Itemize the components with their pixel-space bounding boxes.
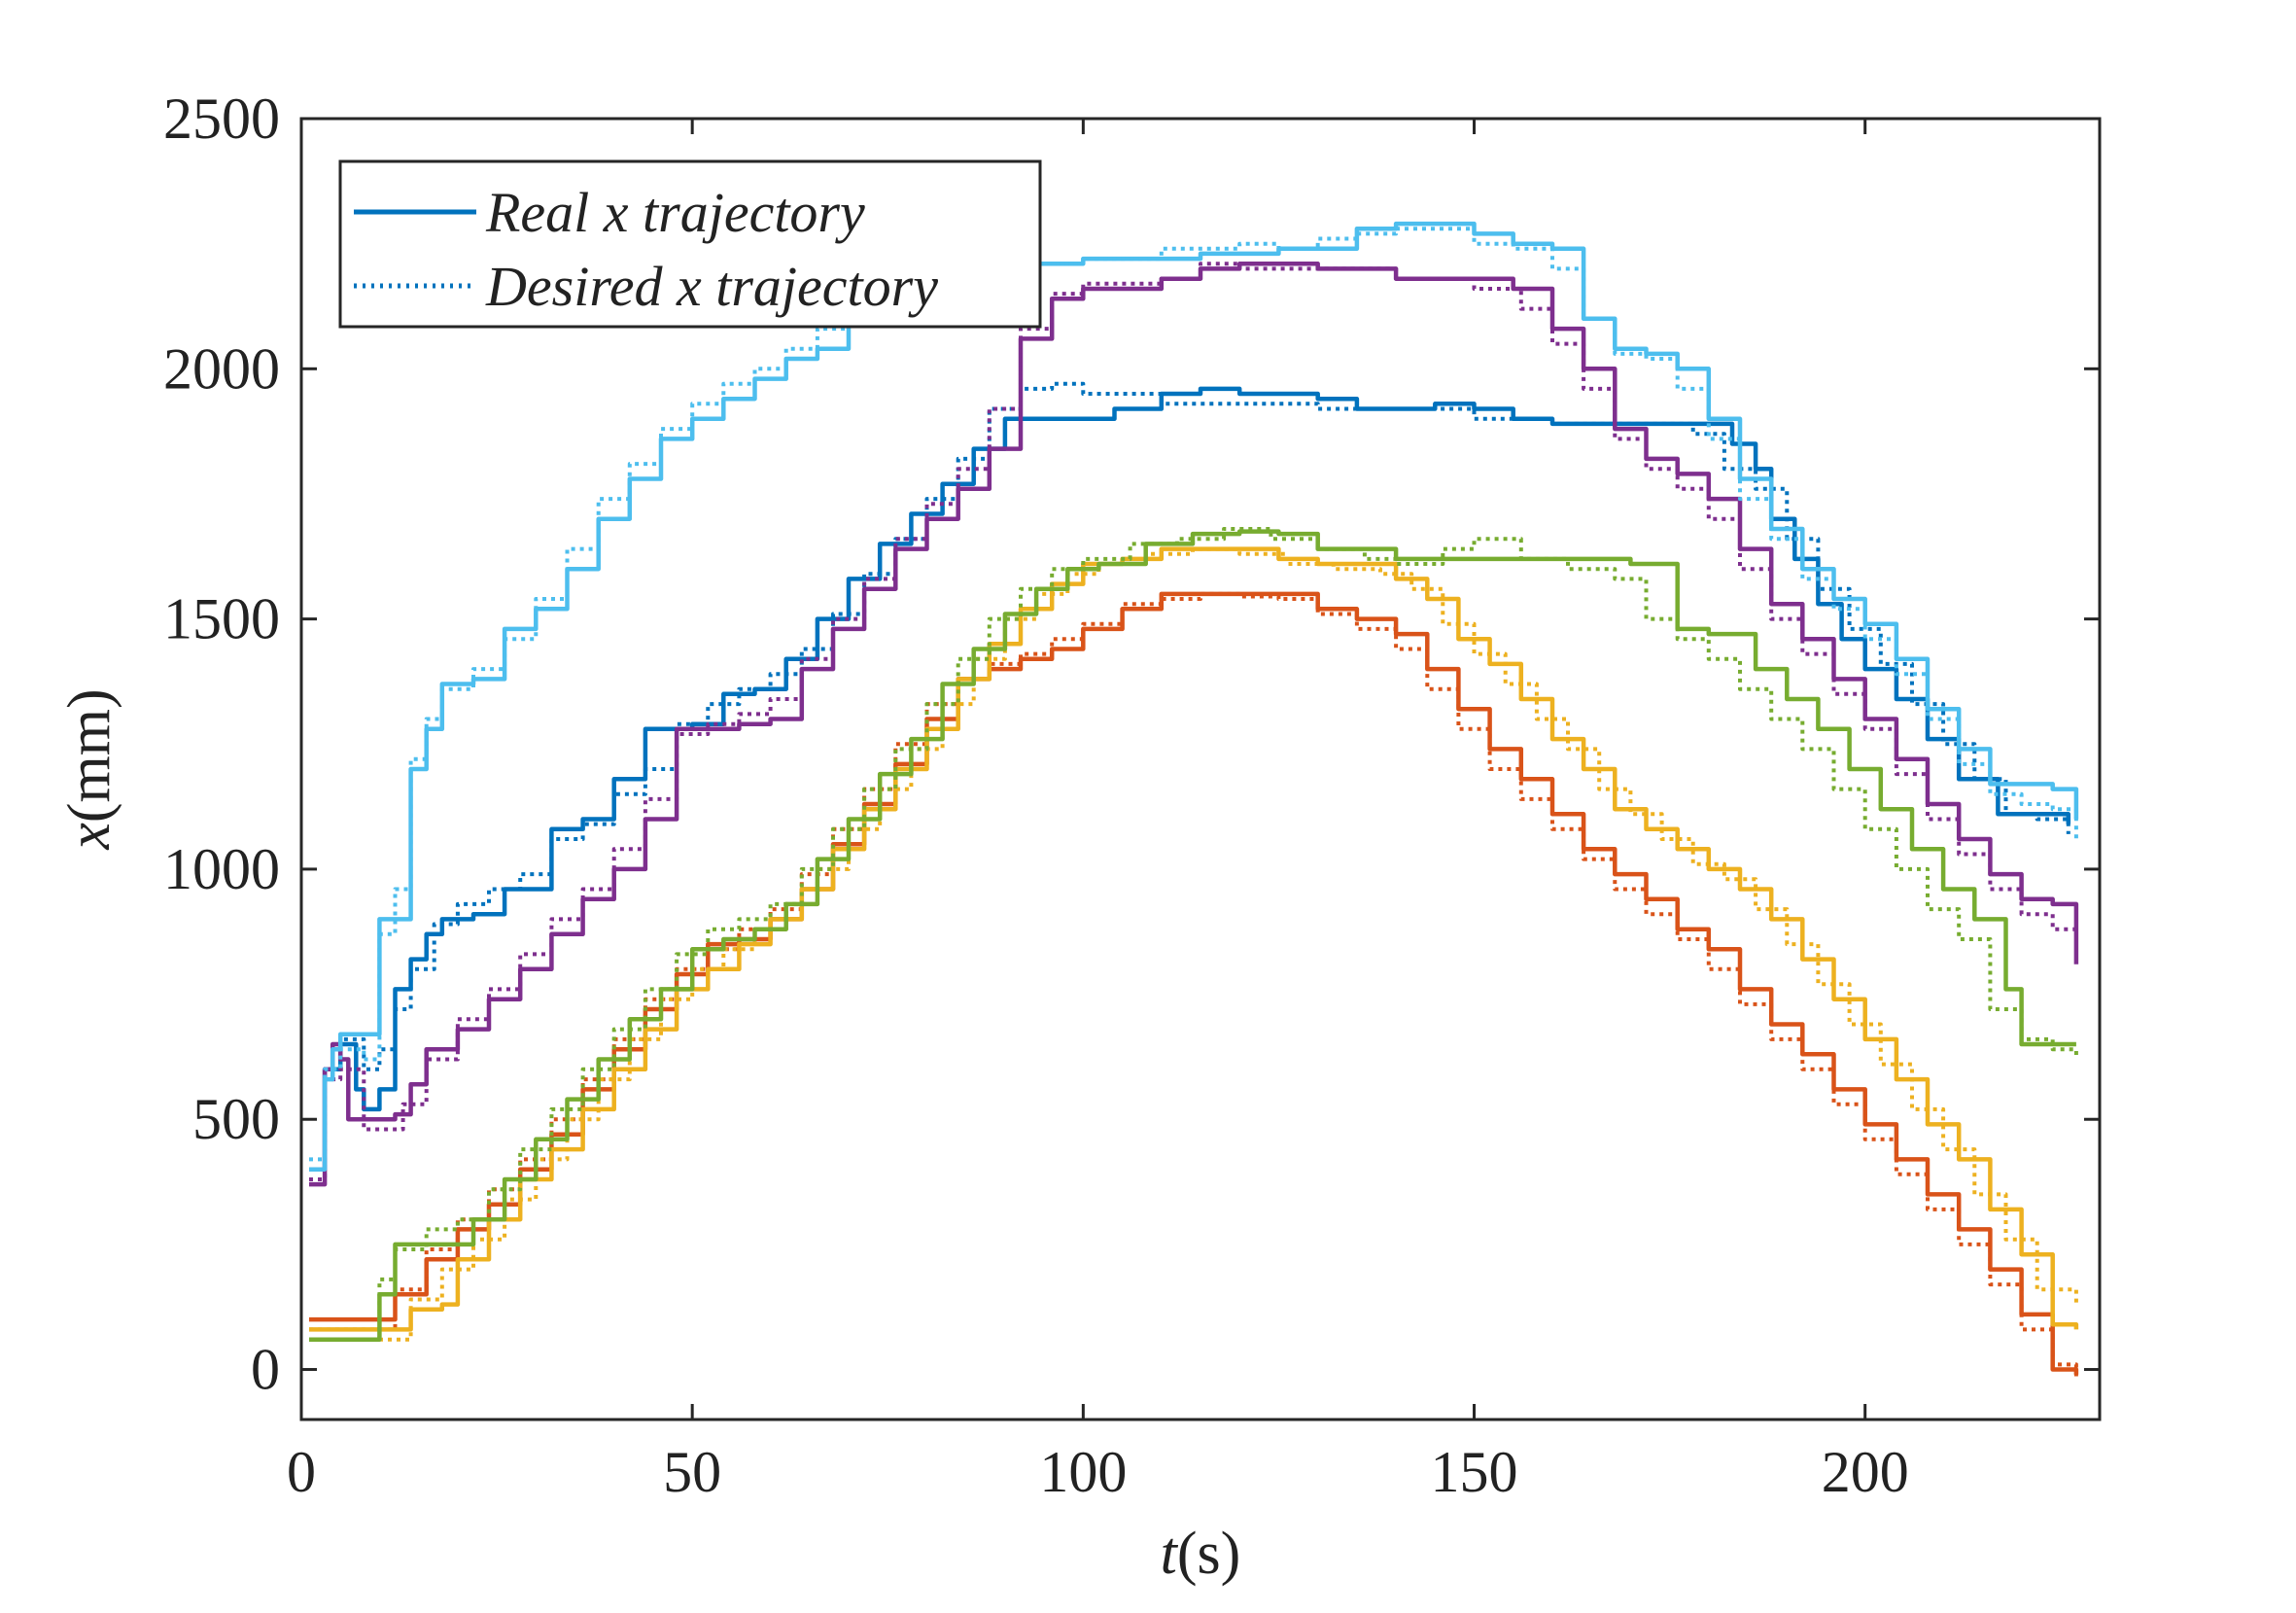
x-axis-label: t(s) xyxy=(1161,1521,1241,1587)
y-tick-label: 1500 xyxy=(163,587,280,651)
y-axis-label-unit: (mm) xyxy=(56,688,122,823)
axes-box xyxy=(299,117,2102,1421)
legend-label-real: Real x trajectory xyxy=(485,181,865,244)
series-line-11 xyxy=(309,227,2078,1162)
y-tick-label: 1000 xyxy=(163,837,280,901)
series-line-7 xyxy=(309,262,2078,1181)
x-axis-label-unit: (s) xyxy=(1177,1521,1240,1587)
y-tick-label: 2500 xyxy=(163,87,280,151)
series-line-5 xyxy=(309,546,2078,1342)
x-tick-label: 200 xyxy=(1822,1440,1909,1504)
series-line-1 xyxy=(309,381,2070,1181)
y-tick-label: 2000 xyxy=(163,336,280,401)
y-axis-label-var: x xyxy=(56,823,122,851)
x-axis-label-var: t xyxy=(1161,1521,1179,1587)
series-line-0 xyxy=(309,386,2071,1172)
legend-label-desired: Desired x trajectory xyxy=(485,255,938,318)
series-layer xyxy=(309,221,2079,1380)
x-tick-label: 150 xyxy=(1431,1440,1518,1504)
series-line-8 xyxy=(309,529,2076,1342)
series-line-6 xyxy=(309,261,2079,1187)
legend-box xyxy=(338,159,1042,329)
y-tick-label: 500 xyxy=(192,1087,280,1151)
series-line-2 xyxy=(309,591,2079,1375)
y-tick-label: 0 xyxy=(251,1338,280,1402)
x-tick-label: 50 xyxy=(663,1440,721,1504)
x-tick-label: 0 xyxy=(287,1440,316,1504)
y-axis-label: x(mm) xyxy=(56,688,122,850)
series-line-9 xyxy=(309,527,2078,1342)
x-tick-label: 100 xyxy=(1039,1440,1127,1504)
legend: Real x trajectory Desired x trajectory xyxy=(338,159,1042,329)
